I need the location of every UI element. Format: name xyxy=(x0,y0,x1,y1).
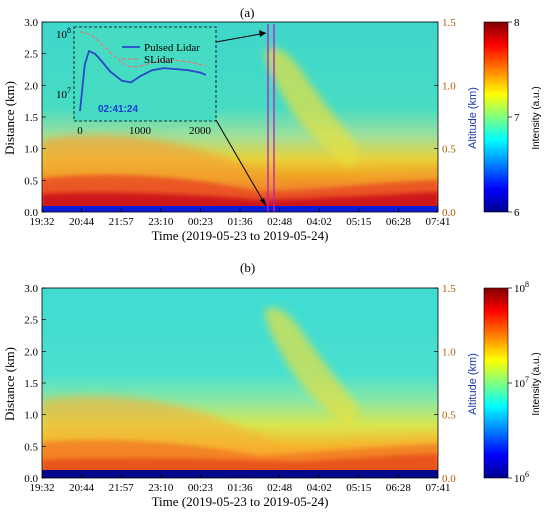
y2-tick-label: 0.5 xyxy=(442,410,456,422)
legend-entry: Pulsed Lidar xyxy=(144,42,200,54)
colorbar-b xyxy=(483,287,509,479)
colorbar-tick-exp: 7 xyxy=(525,375,529,384)
y-tick-label: 0.0 xyxy=(24,473,38,485)
colorbar-ticks-a: 6 7 8 xyxy=(508,17,520,219)
y-tick-label: 2.0 xyxy=(24,346,38,358)
y-tick-label: 2.5 xyxy=(24,49,38,61)
x-tick-label: 00:23 xyxy=(188,482,214,494)
y2-tick-label: 1.5 xyxy=(442,17,456,29)
colorbar-label-a: Intensity (a.u.) xyxy=(531,86,542,149)
y2-tick-label: 0.0 xyxy=(442,473,456,485)
y-tick-label: 1.0 xyxy=(24,410,38,422)
legend-entry: SLidar xyxy=(144,54,174,66)
x-tick-label: 06:28 xyxy=(386,482,412,494)
y2-axis-label-b: Altitude (km) xyxy=(467,353,479,415)
y2-tick-label: 1.0 xyxy=(442,80,456,92)
y-tick-label: 0.5 xyxy=(24,175,38,187)
x-tick-label: 21:57 xyxy=(109,216,135,228)
y-tick-label: 3.0 xyxy=(24,17,38,29)
x-tick-label: 06:28 xyxy=(386,216,412,228)
y-tick-label: 2.0 xyxy=(24,80,38,92)
x-tick-label: 23:10 xyxy=(148,216,174,228)
x-tick-label: 07:41 xyxy=(425,216,450,228)
inset-series-line-2 xyxy=(79,31,207,68)
inset-y-tick-exp: 8 xyxy=(67,26,71,35)
panel-b-label: (b) xyxy=(240,260,255,275)
colorbar-tick-base: 10 xyxy=(514,473,526,485)
y-tick-label: 0.5 xyxy=(24,441,38,453)
x-tick-label: 19:32 xyxy=(29,216,54,228)
x-tick-label: 23:10 xyxy=(148,482,174,494)
y-tick-label: 2.5 xyxy=(24,315,38,327)
y2-tick-label: 0.0 xyxy=(442,207,456,219)
x-tick-label: 04:02 xyxy=(307,482,332,494)
x-axis-label-a: Time (2019-05-23 to 2019-05-24) xyxy=(152,228,329,243)
x-tick-label: 01:36 xyxy=(227,482,253,494)
colorbar-tick-label: 7 xyxy=(514,112,520,124)
x-tick-label: 02:48 xyxy=(267,482,293,494)
colorbar-tick-label: 8 xyxy=(514,17,520,29)
y2-tick-label: 1.0 xyxy=(442,346,456,358)
y2-tick-label: 0.5 xyxy=(442,144,456,156)
x-tick-label: 07:41 xyxy=(425,482,450,494)
inset-y-tick-label: 108 xyxy=(56,26,71,41)
colorbar-tick-base: 10 xyxy=(514,283,526,295)
x-ticks-a: 19:32 20:44 21:57 23:10 00:23 01:36 02:48 04:02… xyxy=(29,208,451,228)
y-axis-label-b: Distance (km) xyxy=(2,347,17,421)
y-ticks-b: 0.0 0.5 1.0 1.5 2.0 2.5 3.0 xyxy=(24,283,46,485)
x-tick-label: 20:44 xyxy=(69,482,95,494)
y-tick-label: 1.0 xyxy=(24,144,38,156)
inset-time-label: 02:41:24 xyxy=(98,104,138,115)
arrows xyxy=(215,30,267,207)
x-tick-label: 20:44 xyxy=(69,216,95,228)
x-tick-label: 19:32 xyxy=(29,482,54,494)
panel-a-label: (a) xyxy=(240,5,254,20)
colorbar-tick-exp: 8 xyxy=(525,280,529,289)
heatmap-b xyxy=(42,288,438,478)
inset-x-tick-label: 2000 xyxy=(189,125,212,137)
x-axis-label-b: Time (2019-05-23 to 2019-05-24) xyxy=(152,494,329,509)
y-tick-label: 3.0 xyxy=(24,283,38,295)
inset-y-tick-label: 107 xyxy=(56,86,71,101)
x-tick-label: 05:15 xyxy=(346,216,372,228)
inset-x-tick-label: 0 xyxy=(77,125,83,137)
colorbar-tick-exp: 6 xyxy=(525,470,529,479)
y2-ticks-b: 0.0 0.5 1.0 1.5 xyxy=(434,283,456,485)
x-ticks-b: 19:32 20:44 21:57 23:10 00:23 01:36 02:48 04:02… xyxy=(29,474,451,494)
colorbar-label-b: Intensity (a.u.) xyxy=(531,352,542,415)
x-tick-label: 21:57 xyxy=(109,482,135,494)
colorbar-tick-label: 108 xyxy=(514,280,529,295)
colorbar-tick-label: 106 xyxy=(514,470,529,485)
inset-x-tick-label: 1000 xyxy=(129,125,152,137)
x-tick-label: 04:02 xyxy=(307,216,332,228)
inset-y-tick-base: 10 xyxy=(56,29,68,41)
heatmap-a xyxy=(42,22,438,212)
x-tick-label: 05:15 xyxy=(346,482,372,494)
inset-y-tick-exp: 7 xyxy=(67,86,71,95)
inset-y-tick-base: 10 xyxy=(56,89,68,101)
y-axis-label-a: Distance (km) xyxy=(2,81,17,155)
x-tick-label: 01:36 xyxy=(227,216,253,228)
x-tick-label: 02:48 xyxy=(267,216,293,228)
colorbar-tick-label: 107 xyxy=(514,375,529,390)
y-tick-label: 0.0 xyxy=(24,207,38,219)
y-tick-label: 1.5 xyxy=(24,112,38,124)
y-ticks-a: 0.0 0.5 1.0 1.5 2.0 2.5 3.0 xyxy=(24,17,46,219)
inset-series-line-1 xyxy=(79,49,207,112)
y2-ticks-a: 0.0 0.5 1.0 1.5 xyxy=(434,17,456,219)
colorbar-tick-label: 6 xyxy=(514,207,520,219)
x-tick-label: 00:23 xyxy=(188,216,214,228)
panel-b: (b) 19:32 20:44 21:57 23:10 00:23 01:36 02:48 0… xyxy=(2,260,542,509)
colorbar-a xyxy=(483,21,509,213)
y-tick-label: 1.5 xyxy=(24,378,38,390)
y2-tick-label: 1.5 xyxy=(442,283,456,295)
colorbar-tick-base: 10 xyxy=(514,378,526,390)
y2-axis-label-a: Altitude (km) xyxy=(467,87,479,149)
